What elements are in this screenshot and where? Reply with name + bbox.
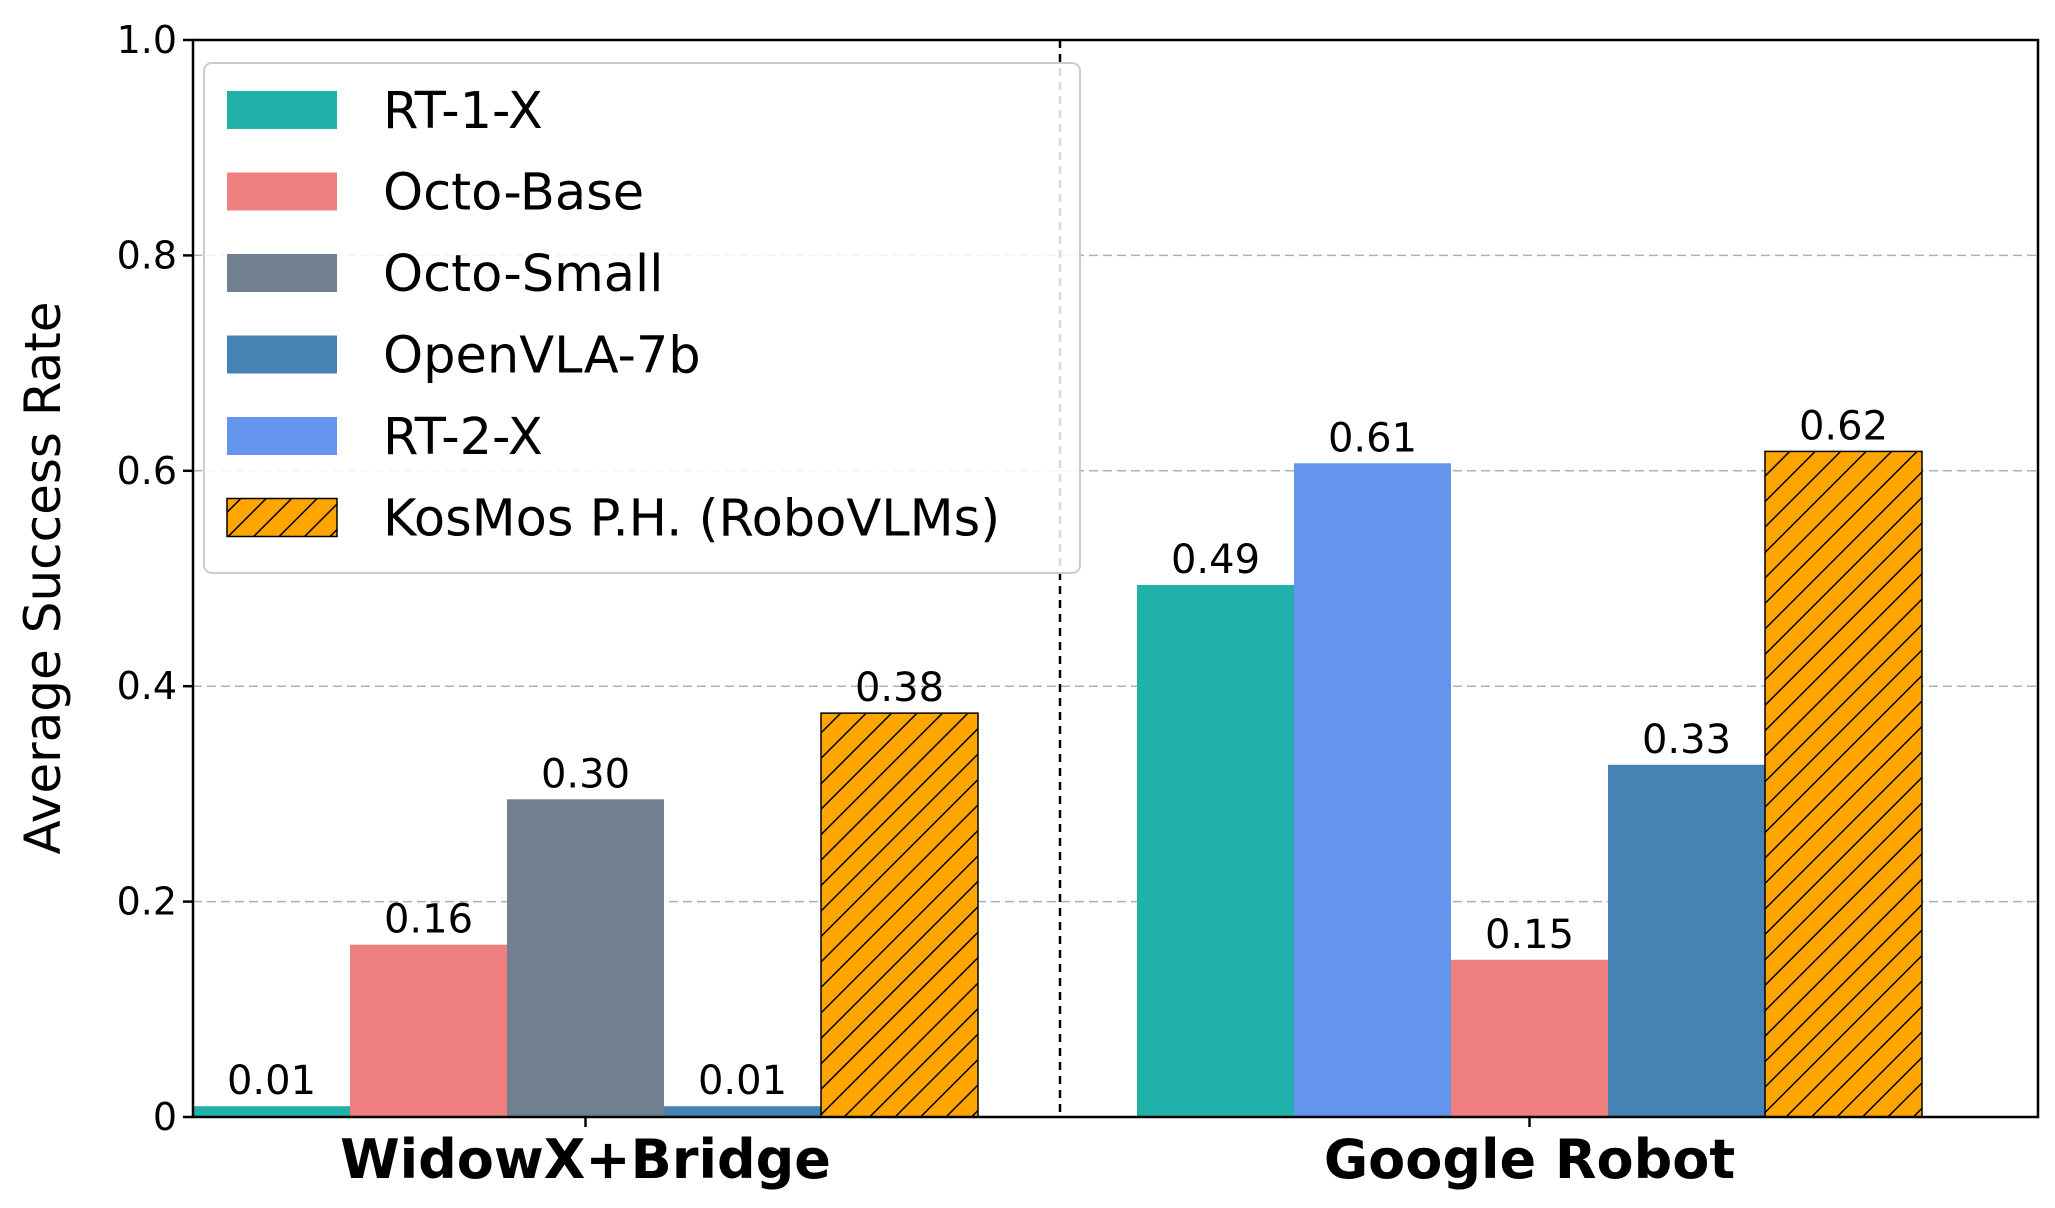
x-category-label: WidowX+Bridge	[340, 1128, 831, 1191]
y-tick-label: 0.6	[117, 449, 177, 493]
legend-entry-label: RT-1-X	[383, 82, 543, 141]
y-tick-label: 0	[153, 1095, 177, 1139]
legend-swatch	[227, 254, 337, 292]
bar-widowx-bridge-openvla-7b	[664, 1106, 821, 1117]
legend-box	[203, 62, 1081, 574]
legend-entry-label: Octo-Base	[383, 164, 644, 223]
bar-google-robot-rt-2-x	[1294, 463, 1451, 1117]
legend-entry-label: KosMos P.H. (RoboVLMs)	[383, 490, 1000, 549]
bar-value-label: 0.61	[1328, 415, 1417, 461]
bar-widowx-bridge-rt-1-x	[193, 1106, 350, 1117]
y-axis-label: Average Success Rate	[14, 301, 72, 854]
bar-google-robot-rt-1-x	[1137, 584, 1294, 1117]
legend-entry-label: Octo-Small	[383, 245, 663, 304]
bar-value-label: 0.01	[227, 1058, 316, 1104]
legend-entry-label: OpenVLA-7b	[383, 327, 701, 386]
y-axis: 0 0.2 0.4 0.6 0.8 1.0	[117, 18, 193, 1139]
y-tick-label: 0.4	[117, 664, 177, 708]
legend: RT-1-X Octo-Base Octo-Small OpenVLA-7b RT-2-…	[203, 62, 1081, 574]
x-axis: WidowX+Bridge Google Robot	[340, 1117, 1735, 1191]
legend-swatch	[227, 417, 337, 455]
bar-google-robot-kosmos-p-h-robovlms	[1764, 450, 1923, 1118]
legend-swatch	[226, 497, 338, 538]
bar-value-label: 0.01	[698, 1058, 787, 1104]
bar-value-label: 0.33	[1642, 717, 1731, 763]
y-tick-label: 1.0	[117, 18, 177, 62]
legend-entry-label: RT-2-X	[383, 408, 543, 467]
bar-widowx-bridge-kosmos-p-h-robovlms	[820, 712, 979, 1118]
x-category-label: Google Robot	[1324, 1128, 1735, 1191]
bar-value-label: 0.15	[1485, 912, 1574, 958]
legend-swatch	[227, 91, 337, 129]
bar-google-robot-openvla-7b	[1608, 764, 1765, 1117]
bar-value-label: 0.62	[1799, 403, 1888, 449]
y-tick-label: 0.2	[117, 880, 177, 924]
bar-value-label: 0.30	[541, 751, 630, 797]
legend-swatch	[227, 335, 337, 374]
bar-google-robot-octo-base	[1451, 959, 1608, 1117]
bar-value-label: 0.16	[384, 897, 473, 943]
bar-value-label: 0.38	[855, 665, 944, 711]
bar-widowx-bridge-octo-base	[350, 944, 507, 1117]
bar-widowx-bridge-octo-small	[507, 799, 664, 1117]
legend-swatch	[227, 172, 337, 211]
y-tick-label: 0.8	[117, 233, 177, 277]
plot-frame	[191, 38, 2040, 1119]
bar-value-label: 0.49	[1171, 537, 1260, 583]
